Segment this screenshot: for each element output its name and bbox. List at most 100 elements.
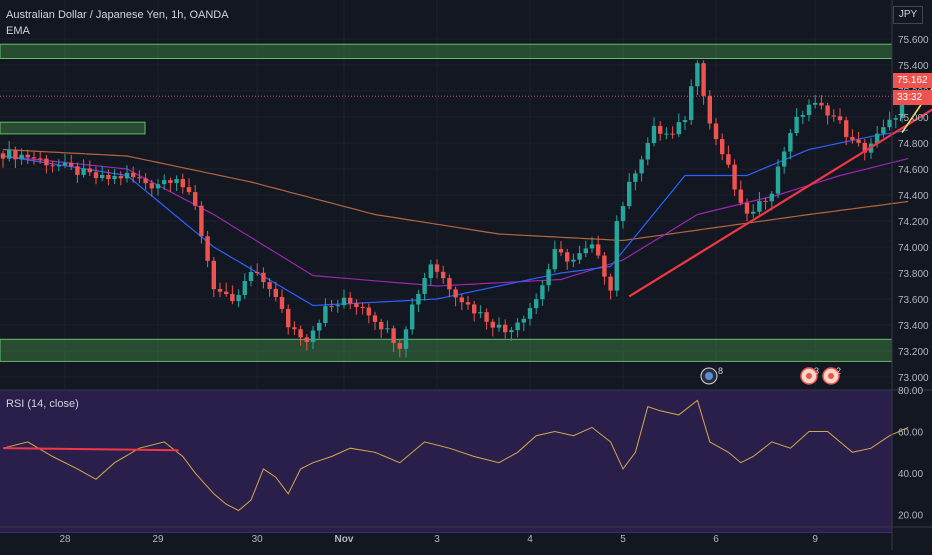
- candle-body: [162, 180, 167, 185]
- candle-body: [540, 285, 545, 300]
- symbol-title[interactable]: Australian Dollar / Japanese Yen, 1h, OA…: [6, 9, 229, 21]
- ema-mid-line: [2, 155, 909, 287]
- ema-slow-line: [2, 148, 909, 242]
- candle-body: [112, 175, 117, 180]
- candle-body: [242, 281, 247, 295]
- candle-body: [614, 221, 619, 291]
- candle-body: [496, 324, 502, 328]
- candle-body: [360, 307, 365, 309]
- candle-body: [881, 127, 886, 134]
- ema-indicator-label[interactable]: EMA: [6, 25, 30, 37]
- candle-body: [534, 299, 539, 309]
- rsi-label[interactable]: RSI (14, close): [6, 398, 79, 410]
- event-count: 2: [836, 366, 842, 376]
- candle-countdown-tag: 33:32: [893, 90, 932, 105]
- y-tick-label: 74.600: [898, 165, 929, 176]
- candle-body: [13, 149, 18, 160]
- candle-body: [273, 288, 278, 297]
- current-price-tag: 75.162: [893, 73, 932, 88]
- candle-body: [515, 322, 520, 331]
- candle-body: [682, 120, 688, 123]
- y-tick-label: 75.600: [898, 35, 929, 46]
- sr-zone: [0, 121, 146, 135]
- candle-body: [689, 86, 694, 121]
- candle-body: [447, 278, 452, 290]
- candle-body: [813, 102, 818, 105]
- candle-body: [602, 255, 607, 277]
- candle-body: [558, 249, 564, 253]
- candle-body: [403, 329, 409, 349]
- candle-body: [329, 306, 334, 308]
- flag-event-icon[interactable]: 3: [799, 366, 821, 388]
- candle-body: [670, 133, 675, 135]
- support-resistance-zones: [0, 43, 893, 362]
- candle-body: [124, 172, 130, 179]
- candle-body: [131, 172, 136, 178]
- candle-body: [844, 120, 849, 137]
- y-tick-label: 75.400: [898, 61, 929, 72]
- candle-body: [31, 157, 37, 159]
- candle-body: [565, 252, 570, 262]
- candle-body: [527, 308, 533, 319]
- candle-body: [713, 123, 719, 140]
- candle-body: [261, 272, 266, 283]
- candle-body: [397, 343, 402, 349]
- rsi-tick-label: 20.00: [898, 511, 923, 522]
- candle-body: [205, 236, 210, 261]
- candle-body: [552, 249, 557, 270]
- candle-body: [465, 302, 471, 305]
- candle-body: [521, 318, 526, 323]
- ema-fast-line: [2, 129, 909, 307]
- globe-event-icon[interactable]: 8: [699, 366, 724, 388]
- candle-body: [279, 296, 285, 309]
- y-tick-label: 73.600: [898, 295, 929, 306]
- candle-body: [366, 307, 371, 316]
- currency-label[interactable]: JPY: [893, 6, 923, 24]
- candle-body: [546, 269, 551, 286]
- candle-body: [707, 95, 712, 124]
- y-tick-label: 73.400: [898, 321, 929, 332]
- drawings[interactable]: [628, 40, 932, 298]
- candle-body: [589, 244, 595, 249]
- candle-body: [862, 142, 867, 153]
- candle-body: [186, 187, 192, 193]
- candle-body: [93, 172, 99, 179]
- candle-body: [7, 149, 12, 159]
- candle-body: [441, 271, 446, 279]
- candle-body: [763, 200, 768, 202]
- candle-body: [267, 282, 272, 289]
- candle-body: [893, 118, 898, 120]
- candle-body: [596, 244, 601, 256]
- candle-body: [490, 321, 495, 328]
- candle-body: [143, 178, 148, 184]
- x-tick-label: 29: [152, 534, 164, 545]
- sr-zone: [0, 43, 893, 60]
- candle-body: [323, 306, 328, 323]
- candle-body: [775, 166, 781, 194]
- x-tick-label: 28: [59, 534, 71, 545]
- candle-body: [831, 115, 836, 117]
- candle-body: [236, 294, 241, 302]
- candle-body: [137, 177, 142, 179]
- candle-body: [341, 297, 347, 306]
- y-tick-label: 74.400: [898, 191, 929, 202]
- candle-body: [422, 278, 427, 294]
- candle-body: [633, 173, 638, 182]
- flag-event-icon[interactable]: 2: [821, 366, 843, 388]
- candle-body: [825, 105, 830, 116]
- event-count: 8: [718, 366, 724, 376]
- candle-body: [416, 293, 421, 305]
- candle-body: [391, 328, 396, 344]
- candle-body: [62, 162, 68, 166]
- candle-body: [168, 180, 173, 183]
- candle-body: [819, 102, 824, 106]
- candle-body: [571, 259, 576, 262]
- candle-body: [806, 104, 812, 116]
- candle-body: [50, 165, 55, 167]
- candle-body: [19, 154, 24, 160]
- candle-body: [726, 154, 731, 165]
- x-tick-label: 6: [713, 534, 719, 545]
- y-tick-label: 73.800: [898, 269, 929, 280]
